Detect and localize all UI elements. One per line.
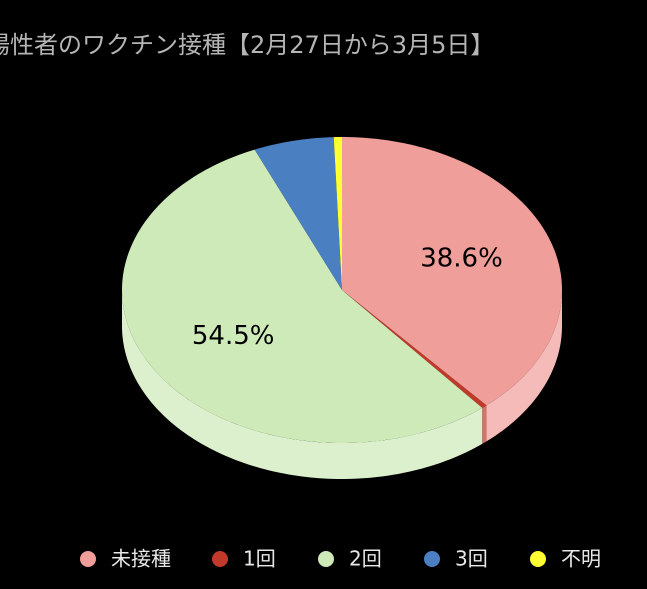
legend-label: 1回 — [243, 547, 276, 571]
legend-label: 3回 — [455, 547, 488, 571]
data-label: 54.5% — [192, 321, 275, 351]
legend-label: 2回 — [349, 547, 382, 571]
legend-marker — [530, 551, 546, 567]
slice — [254, 137, 342, 290]
slice-side — [482, 405, 487, 444]
legend-marker — [212, 551, 228, 567]
slice — [122, 149, 483, 443]
legend-label: 未接種 — [111, 547, 171, 571]
slice-side — [122, 290, 483, 479]
chart-title: 陽性者のワクチン接種【2月27日から3月5日】 — [0, 31, 494, 59]
legend-marker — [318, 551, 334, 567]
slice — [342, 137, 562, 406]
legend-label: 不明 — [561, 547, 601, 571]
data-label: 38.6% — [420, 243, 503, 273]
slice — [333, 137, 342, 290]
slice-side — [486, 290, 562, 442]
slice — [342, 290, 487, 408]
legend-marker — [424, 551, 440, 567]
legend-marker — [80, 551, 96, 567]
